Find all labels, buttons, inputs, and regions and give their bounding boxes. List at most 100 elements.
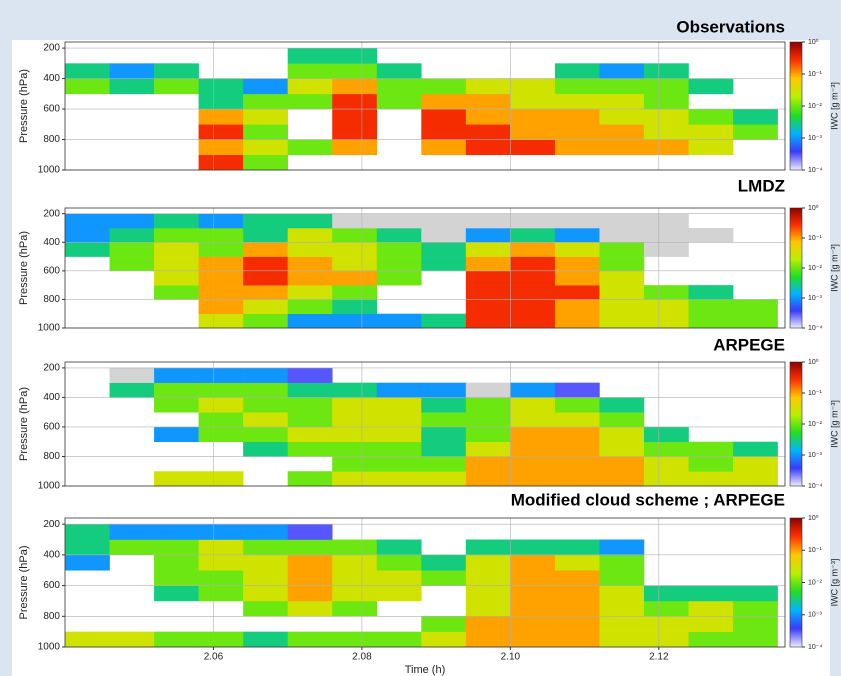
heatmap-cell xyxy=(154,632,199,648)
x-tick-label: 2.06 xyxy=(204,652,224,663)
x-tick-label: 2.10 xyxy=(501,652,521,663)
heatmap-cell xyxy=(421,383,466,398)
heatmap-cell xyxy=(154,79,199,95)
heatmap-cell xyxy=(243,79,288,95)
heatmap-cell xyxy=(377,63,422,79)
heatmap-cell xyxy=(332,63,377,79)
heatmap-cell xyxy=(689,299,734,314)
y-tick-label: 400 xyxy=(43,549,60,560)
heatmap-cell xyxy=(644,601,689,617)
heatmap-cell xyxy=(332,257,377,272)
heatmap-cell xyxy=(599,456,644,471)
heatmap-cell xyxy=(466,586,511,602)
heatmap-cell xyxy=(689,285,734,300)
heatmap-cell xyxy=(377,427,422,442)
heatmap-cell xyxy=(733,109,778,125)
heatmap-cell xyxy=(466,397,511,412)
heatmap-cell xyxy=(599,412,644,427)
heatmap-cell xyxy=(65,214,110,229)
heatmap-cell xyxy=(377,442,422,457)
y-tick-label: 400 xyxy=(43,392,60,403)
heatmap-cell xyxy=(510,214,555,229)
heatmap-cell xyxy=(510,271,555,286)
heatmap-cell xyxy=(421,456,466,471)
heatmap-cell xyxy=(644,586,689,602)
heatmap-cell xyxy=(332,140,377,156)
heatmap-cell xyxy=(288,442,333,457)
heatmap-cell xyxy=(199,214,244,229)
heatmap-cell xyxy=(644,124,689,140)
heatmap-cell xyxy=(644,632,689,648)
heatmap-cell xyxy=(466,456,511,471)
heatmap-cell xyxy=(466,257,511,272)
heatmap-cell xyxy=(466,616,511,632)
y-tick-label: 600 xyxy=(43,580,60,591)
heatmap-cell xyxy=(199,314,244,329)
heatmap-cell xyxy=(689,314,734,329)
heatmap-cell xyxy=(243,412,288,427)
colorbar-tick-label: 10⁻³ xyxy=(808,452,822,459)
heatmap-cell xyxy=(510,109,555,125)
heatmap-cell xyxy=(689,456,734,471)
heatmap-cell xyxy=(154,368,199,383)
heatmap-cell xyxy=(377,555,422,571)
heatmap-cell xyxy=(332,555,377,571)
y-tick-label: 600 xyxy=(43,104,60,115)
heatmap-cell xyxy=(466,94,511,110)
heatmap-cell xyxy=(377,540,422,556)
heatmap-cell xyxy=(288,285,333,300)
heatmap-cell xyxy=(733,471,778,486)
heatmap-cell xyxy=(599,242,644,257)
heatmap-cell xyxy=(332,586,377,602)
heatmap-cell xyxy=(243,383,288,398)
heatmap-cell xyxy=(332,601,377,617)
heatmap-cell xyxy=(466,109,511,125)
heatmap-cell xyxy=(154,540,199,556)
heatmap-cell xyxy=(599,397,644,412)
heatmap-cell xyxy=(466,271,511,286)
heatmap-cell xyxy=(421,570,466,586)
heatmap-cell xyxy=(421,427,466,442)
colorbar-tick-label: 10⁻² xyxy=(808,265,822,272)
heatmap-cell xyxy=(644,427,689,442)
heatmap-cell xyxy=(644,314,689,329)
heatmap-cell xyxy=(421,242,466,257)
colorbar-tick-label: 10⁻³ xyxy=(808,135,822,142)
heatmap-cell xyxy=(599,616,644,632)
heatmap-cell xyxy=(110,242,155,257)
heatmap-cell xyxy=(689,471,734,486)
heatmap-cell xyxy=(199,140,244,156)
heatmap-cell xyxy=(733,632,778,648)
heatmap-cell xyxy=(466,299,511,314)
heatmap-cell xyxy=(199,109,244,125)
heatmap-cell xyxy=(510,383,555,398)
heatmap-cell xyxy=(243,257,288,272)
heatmap-cell xyxy=(332,299,377,314)
heatmap-cell xyxy=(689,442,734,457)
heatmap-cell xyxy=(110,383,155,398)
heatmap-cell xyxy=(199,555,244,571)
heatmap-cell xyxy=(555,285,600,300)
heatmap-cell xyxy=(599,63,644,79)
heatmap-cell xyxy=(154,427,199,442)
heatmap-cell xyxy=(466,427,511,442)
heatmap-cell xyxy=(555,383,600,398)
heatmap-cell xyxy=(110,632,155,648)
heatmap-cell xyxy=(243,570,288,586)
heatmap-cell xyxy=(243,140,288,156)
heatmap-cell xyxy=(555,79,600,95)
heatmap-cell xyxy=(332,285,377,300)
heatmap-cell xyxy=(555,456,600,471)
y-tick-label: 1000 xyxy=(38,481,61,492)
heatmap-cell xyxy=(377,314,422,329)
heatmap-cell xyxy=(332,214,377,229)
heatmap-cell xyxy=(689,586,734,602)
heatmap-cell xyxy=(243,442,288,457)
heatmap-cell xyxy=(733,616,778,632)
heatmap-cell xyxy=(288,299,333,314)
colorbar-tick-label: 10⁻⁴ xyxy=(808,325,823,332)
heatmap-cell xyxy=(555,257,600,272)
heatmap-cell xyxy=(555,214,600,229)
heatmap-cell xyxy=(644,242,689,257)
heatmap-cell xyxy=(154,471,199,486)
